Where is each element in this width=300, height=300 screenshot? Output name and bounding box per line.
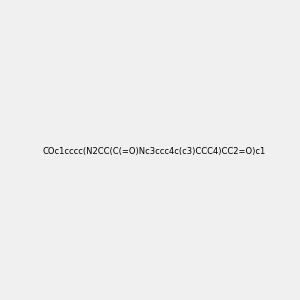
Text: COc1cccc(N2CC(C(=O)Nc3ccc4c(c3)CCC4)CC2=O)c1: COc1cccc(N2CC(C(=O)Nc3ccc4c(c3)CCC4)CC2=… — [42, 147, 266, 156]
